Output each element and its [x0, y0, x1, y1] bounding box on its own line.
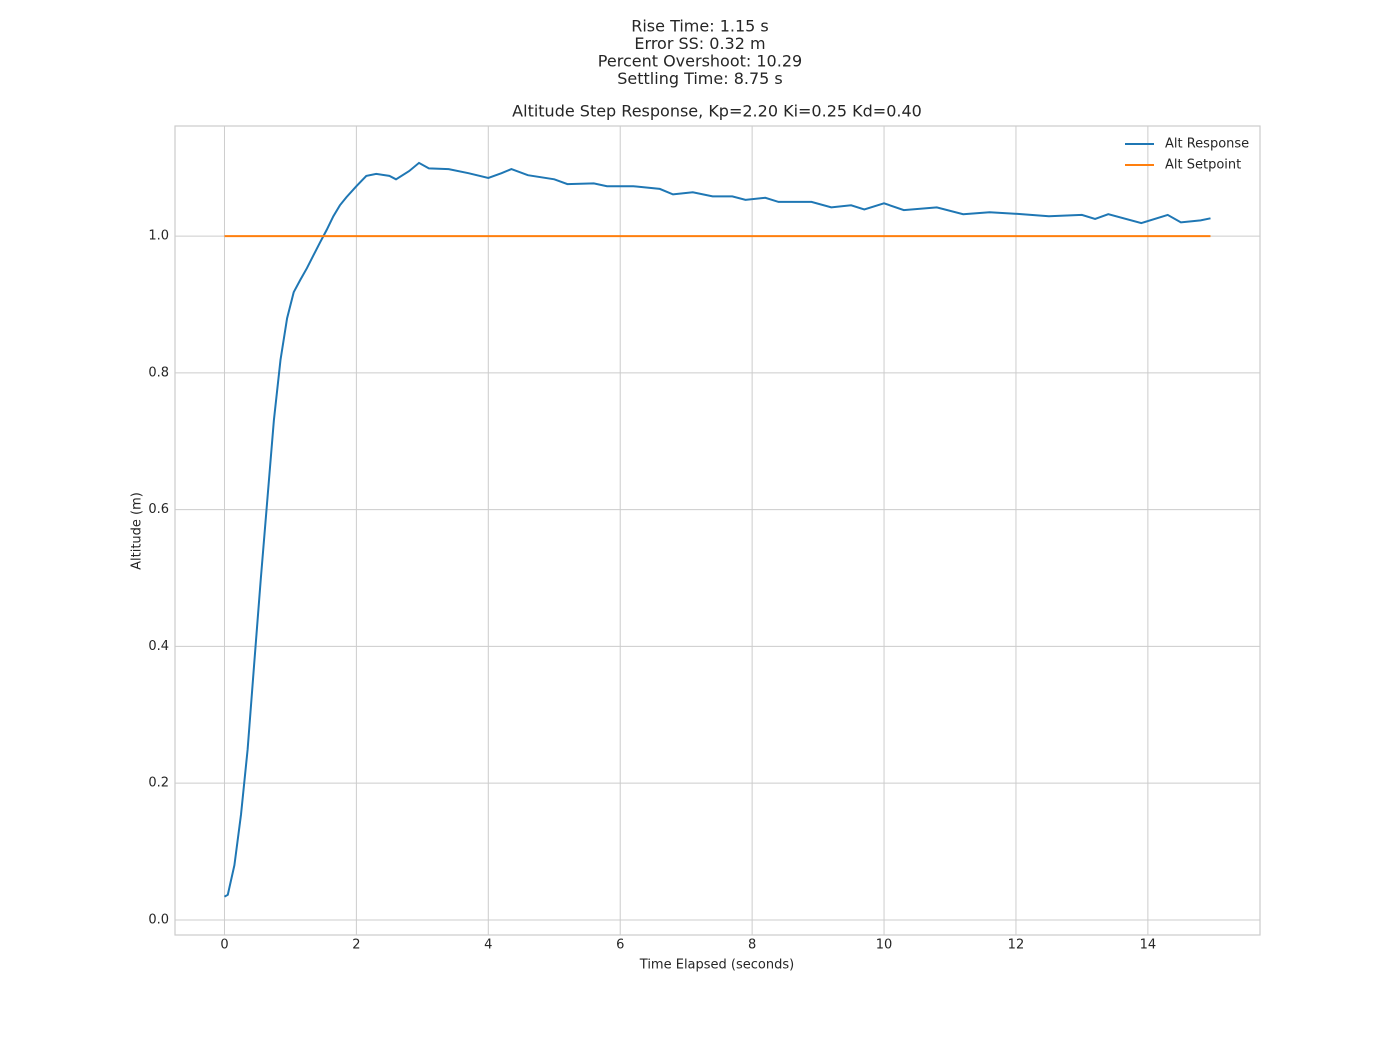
x-tick-label: 2: [352, 938, 360, 953]
subtitle-line: Rise Time: 1.15 s: [631, 17, 769, 36]
line-series: [223, 161, 1211, 898]
y-tick-label: 0.2: [148, 776, 169, 791]
y-tick-label: 0.8: [148, 365, 169, 380]
legend-label: Alt Response: [1165, 137, 1249, 152]
subtitle-line: Settling Time: 8.75 s: [617, 69, 783, 88]
x-tick-label: 14: [1140, 938, 1157, 953]
chart-title: Altitude Step Response, Kp=2.20 Ki=0.25 …: [512, 102, 922, 121]
legend-label: Alt Setpoint: [1165, 158, 1241, 173]
x-tick-label: 12: [1008, 938, 1025, 953]
y-tick-label: 1.0: [148, 229, 169, 244]
y-tick-label: 0.4: [148, 639, 169, 654]
x-tick-label: 6: [616, 938, 624, 953]
x-tick-label: 4: [484, 938, 492, 953]
x-tick-label: 0: [220, 938, 228, 953]
subtitle-line: Percent Overshoot: 10.29: [598, 52, 802, 71]
subtitle-line: Error SS: 0.32 m: [634, 34, 765, 53]
y-tick-label: 0.0: [148, 912, 169, 927]
x-axis-label: Time Elapsed (seconds): [639, 958, 794, 973]
x-tick-label: 10: [876, 938, 893, 953]
y-axis-label: Altitude (m): [130, 492, 145, 570]
y-tick-label: 0.6: [148, 502, 169, 517]
plot-frame: [174, 125, 1261, 936]
x-tick-label: 8: [748, 938, 756, 953]
